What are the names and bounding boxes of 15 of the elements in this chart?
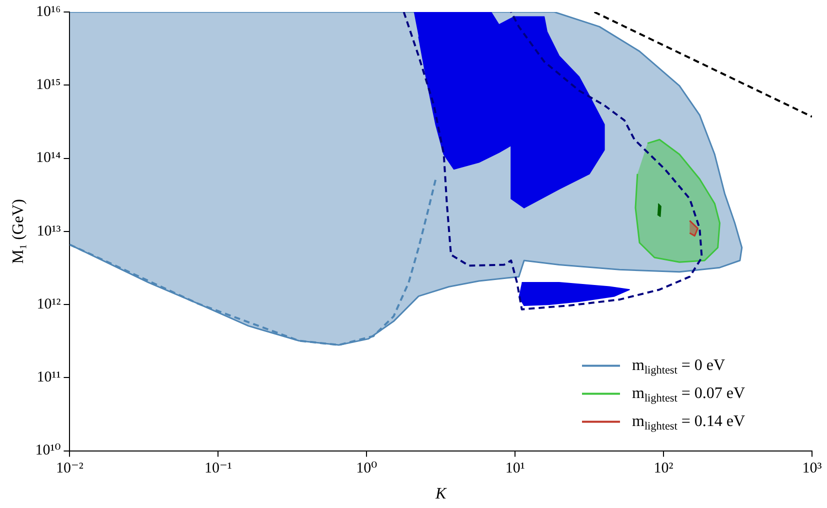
x-tick-label: 10¹ xyxy=(505,460,525,477)
x-tick-label: 10⁻² xyxy=(56,460,84,477)
y-tick-label: 10¹⁵ xyxy=(36,77,61,94)
y-tick-label: 10¹⁶ xyxy=(36,4,61,20)
x-tick-label: 10³ xyxy=(802,460,822,477)
x-tick-label: 10² xyxy=(654,460,674,477)
y-tick-label: 10¹⁴ xyxy=(36,150,61,166)
x-axis-title: K xyxy=(434,486,448,503)
y-tick-label: 10¹² xyxy=(36,296,62,312)
y-tick-label: 10¹⁰ xyxy=(35,442,61,459)
y-tick-label: 10¹³ xyxy=(36,223,62,240)
x-tick-label: 10⁰ xyxy=(356,460,378,477)
y-axis-title: M₁ (GeV) xyxy=(10,199,27,264)
x-tick-label: 10⁻¹ xyxy=(204,460,232,477)
y-tick-label: 10¹¹ xyxy=(36,370,61,386)
